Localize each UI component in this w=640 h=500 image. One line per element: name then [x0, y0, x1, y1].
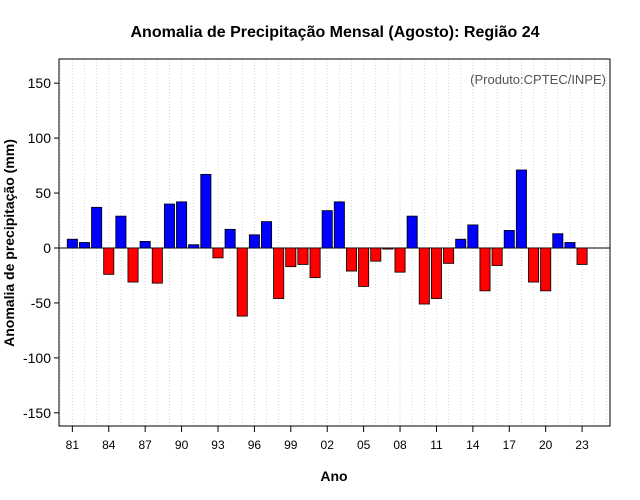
x-tick-label: 23: [575, 438, 589, 452]
bars: [66, 169, 588, 317]
bar-2017: [503, 230, 515, 249]
y-axis: -150 -100 -50 0 50 100 150: [23, 75, 59, 421]
x-tick-label: 20: [539, 438, 553, 452]
bar-1990: [176, 201, 188, 249]
bar-2013: [455, 238, 467, 249]
x-tick-label: 87: [138, 438, 152, 452]
bar-2008: [394, 247, 406, 273]
bar-2000: [297, 247, 309, 265]
x-tick-label: 17: [503, 438, 517, 452]
bar-1989: [163, 203, 175, 249]
x-tick-label: 93: [211, 438, 225, 452]
y-tick-label: 50: [35, 185, 51, 201]
x-tick-label: 81: [66, 438, 80, 452]
credit-label: (Produto:CPTEC/INPE): [470, 72, 606, 87]
bar-2014: [467, 224, 479, 249]
x-tick-label: 99: [284, 438, 298, 452]
x-tick-label: 90: [175, 438, 189, 452]
bar-1982: [78, 242, 90, 249]
bar-2022: [564, 242, 576, 249]
bar-1996: [248, 234, 260, 249]
bar-2002: [321, 210, 333, 249]
bar-2010: [418, 247, 430, 305]
x-axis: 81 84 87 90 93 96 99 02 05 08 11 14 17 20 23: [66, 426, 589, 452]
bar-2004: [345, 247, 357, 272]
bar-2009: [406, 215, 418, 249]
x-tick-label: 96: [248, 438, 262, 452]
x-tick-label: 14: [466, 438, 480, 452]
y-axis-label: Anomalia de precipitação (mm): [1, 139, 17, 347]
bar-2021: [552, 233, 564, 249]
bar-2003: [333, 201, 345, 249]
bar-2023: [576, 247, 588, 265]
bar-2019: [528, 247, 540, 283]
bar-1993: [212, 247, 224, 259]
bar-2007: [382, 247, 394, 250]
bar-2016: [491, 247, 503, 266]
bar-1999: [285, 247, 297, 268]
y-tick-label: 150: [28, 75, 52, 91]
y-tick-label: -150: [23, 405, 51, 421]
x-tick-label: 84: [102, 438, 116, 452]
y-tick-label: -50: [31, 295, 51, 311]
bar-1992: [200, 173, 212, 249]
y-tick-label: 100: [28, 130, 52, 146]
x-tick-label: 08: [393, 438, 407, 452]
x-tick-label: 02: [321, 438, 335, 452]
x-axis-label: Ano: [320, 468, 347, 484]
bar-1998: [273, 247, 285, 299]
bar-2005: [358, 247, 370, 287]
y-tick-label: 0: [43, 240, 51, 256]
bar-2012: [443, 247, 455, 264]
bar-1986: [127, 247, 139, 283]
bar-2006: [370, 247, 382, 262]
bar-1983: [91, 206, 103, 249]
x-tick-label: 05: [357, 438, 371, 452]
bar-1995: [236, 247, 248, 317]
bar-1981: [66, 238, 78, 249]
bar-1991: [188, 244, 200, 249]
bar-1985: [115, 215, 127, 249]
bar-2018: [515, 169, 527, 249]
plot-frame: [58, 58, 611, 427]
bar-1994: [224, 228, 236, 249]
bar-1987: [139, 241, 151, 249]
bar-2020: [540, 247, 552, 292]
bar-1997: [261, 221, 273, 249]
bar-1988: [151, 247, 163, 284]
chart-title: Anomalia de Precipitação Mensal (Agosto)…: [131, 24, 540, 41]
bar-2011: [430, 247, 442, 299]
x-tick-label: 11: [430, 438, 443, 452]
bar-2001: [309, 247, 321, 279]
bar-2015: [479, 247, 491, 292]
y-tick-label: -100: [23, 350, 51, 366]
bar-1984: [103, 247, 115, 275]
